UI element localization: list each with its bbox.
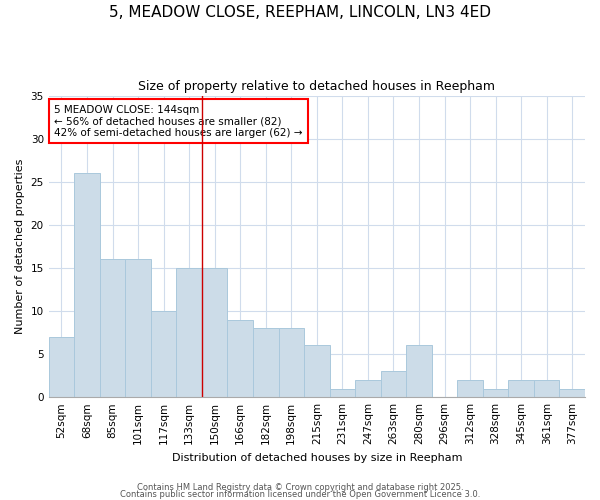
Title: Size of property relative to detached houses in Reepham: Size of property relative to detached ho… [139,80,496,93]
Text: 5 MEADOW CLOSE: 144sqm
← 56% of detached houses are smaller (82)
42% of semi-det: 5 MEADOW CLOSE: 144sqm ← 56% of detached… [54,104,302,138]
Bar [278,328,304,397]
Y-axis label: Number of detached properties: Number of detached properties [15,158,25,334]
Bar [74,173,100,397]
Bar [202,268,227,397]
Bar [49,337,74,397]
Bar [355,380,380,397]
Bar [559,388,585,397]
Bar [329,388,355,397]
Bar [508,380,534,397]
Bar [457,380,483,397]
Bar [176,268,202,397]
Text: Contains HM Land Registry data © Crown copyright and database right 2025.: Contains HM Land Registry data © Crown c… [137,484,463,492]
X-axis label: Distribution of detached houses by size in Reepham: Distribution of detached houses by size … [172,452,462,462]
Bar [380,372,406,397]
Bar [151,311,176,397]
Bar [304,346,329,397]
Bar [253,328,278,397]
Text: 5, MEADOW CLOSE, REEPHAM, LINCOLN, LN3 4ED: 5, MEADOW CLOSE, REEPHAM, LINCOLN, LN3 4… [109,5,491,20]
Bar [100,260,125,397]
Bar [125,260,151,397]
Bar [483,388,508,397]
Bar [406,346,432,397]
Text: Contains public sector information licensed under the Open Government Licence 3.: Contains public sector information licen… [120,490,480,499]
Bar [227,320,253,397]
Bar [534,380,559,397]
